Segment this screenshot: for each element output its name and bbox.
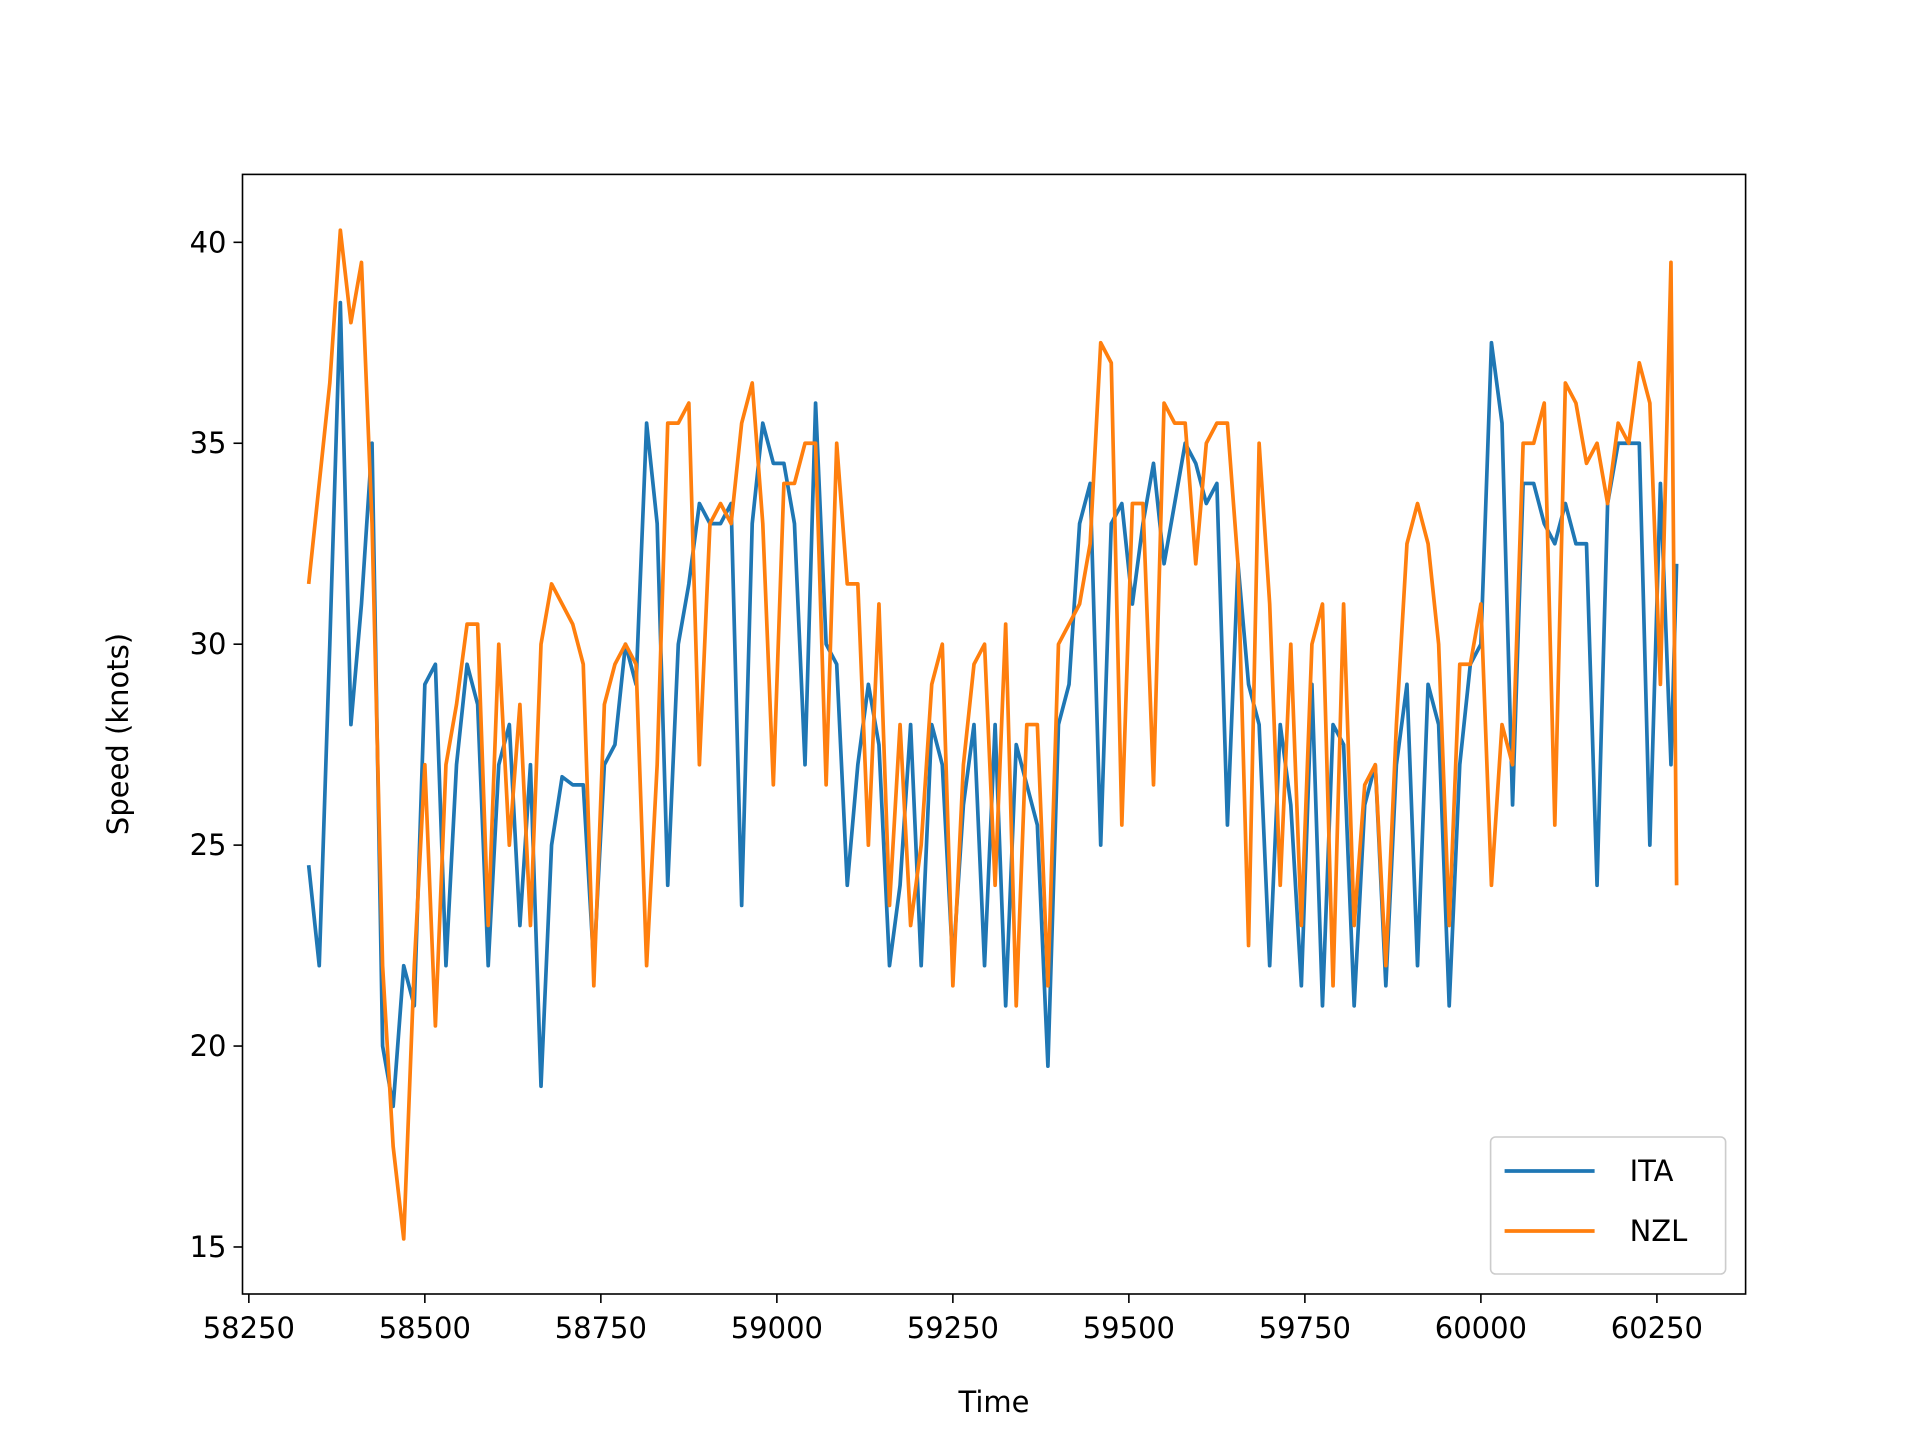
x-tick-label: 60250: [1611, 1311, 1703, 1345]
x-tick-label: 58750: [555, 1311, 647, 1345]
series-line: [306, 228, 1679, 1241]
y-tick-label: 30: [190, 627, 227, 661]
y-tick-label: 35: [190, 426, 227, 460]
x-tick-label: 60000: [1435, 1311, 1527, 1345]
legend: ITA NZL: [1489, 1136, 1727, 1275]
y-tick-label: 40: [190, 225, 227, 259]
x-tick-label: 59500: [1083, 1311, 1175, 1345]
legend-box: [1489, 1136, 1727, 1275]
x-tick-label: 59000: [731, 1311, 823, 1345]
x-tick-label: 58250: [203, 1311, 295, 1345]
y-tick-label: 20: [190, 1029, 227, 1063]
x-tick-label: 59250: [907, 1311, 999, 1345]
y-axis-label: Speed (knots): [101, 633, 135, 835]
legend-label: ITA: [1630, 1154, 1674, 1188]
plot-frame: [241, 173, 1747, 1295]
x-axis-label: Time: [958, 1385, 1030, 1419]
legend-label: NZL: [1630, 1214, 1688, 1248]
y-tick-label: 15: [190, 1230, 227, 1264]
y-tick-label: 25: [190, 828, 227, 862]
x-tick-label: 59750: [1259, 1311, 1351, 1345]
series-line: [306, 300, 1679, 1109]
x-tick-label: 58500: [379, 1311, 471, 1345]
